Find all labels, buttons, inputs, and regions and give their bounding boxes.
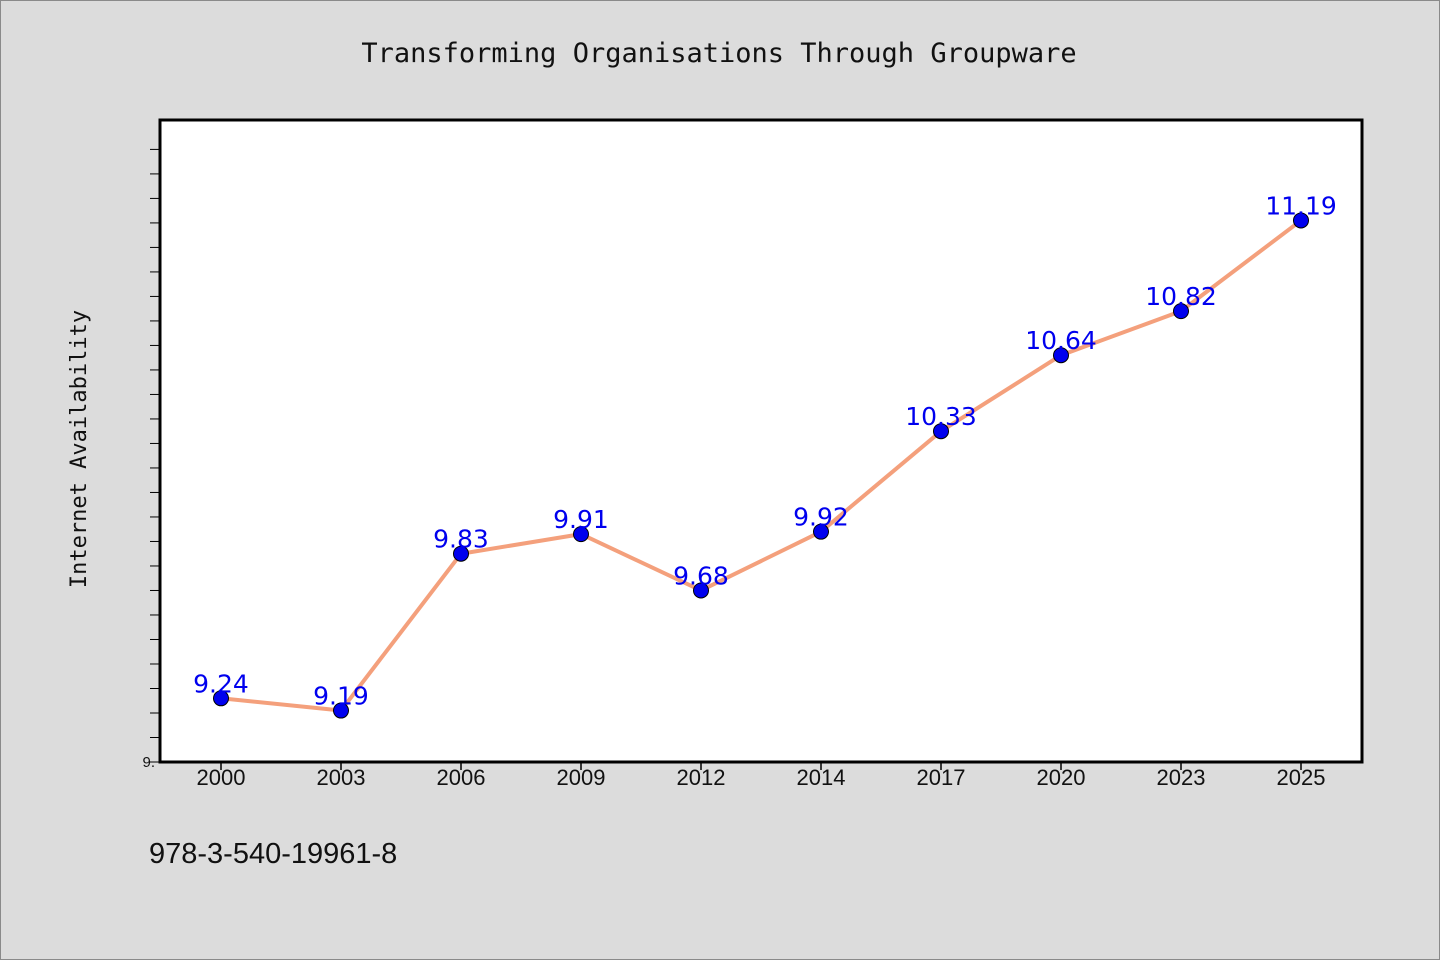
x-tick-label: 2017 — [917, 765, 966, 790]
data-point — [573, 526, 589, 543]
x-tick-label: 2023 — [1157, 765, 1206, 790]
x-tick-label: 2020 — [1037, 765, 1086, 790]
y-axis-ticks — [150, 148, 160, 763]
data-point — [453, 545, 469, 562]
x-tick-label: 2003 — [317, 765, 366, 790]
y-axis-tick-labels: 9. — [142, 754, 155, 771]
x-axis-ticks — [220, 762, 1302, 770]
data-label: 11.19 — [1265, 191, 1337, 220]
x-tick-label: 2000 — [197, 765, 246, 790]
data-label: 10.82 — [1145, 282, 1217, 311]
data-label: 9.83 — [433, 525, 489, 554]
data-label: 10.33 — [905, 402, 977, 431]
data-point — [933, 423, 949, 440]
data-point — [813, 523, 829, 540]
x-tick-label: 2025 — [1277, 765, 1326, 790]
x-tick-label: 2006 — [437, 765, 486, 790]
data-label: 9.92 — [793, 503, 849, 532]
x-tick-label: 2009 — [557, 765, 606, 790]
x-tick-label: 2014 — [797, 765, 846, 790]
series-line — [219, 218, 1303, 713]
y-tick-label: 9. — [142, 754, 155, 771]
data-label: 9.91 — [553, 505, 609, 534]
data-point — [333, 702, 349, 719]
data-label: 10.64 — [1025, 326, 1097, 355]
x-axis-tick-labels: 2000 2003 2006 2009 2012 2014 2017 2020 2023 2025 — [197, 765, 1326, 790]
data-labels: 9.24 9.19 9.83 9.91 9.68 9.92 10.33 10.64 10.82 1… — [193, 191, 1337, 710]
data-point — [1173, 303, 1189, 320]
x-tick-label: 2012 — [677, 765, 726, 790]
data-point — [693, 582, 709, 599]
series-group — [213, 212, 1309, 719]
data-point — [1293, 212, 1309, 229]
data-label: 9.19 — [313, 682, 369, 711]
data-point — [1053, 347, 1069, 364]
data-label: 9.24 — [193, 669, 249, 698]
plot-area — [158, 118, 1364, 764]
y-axis-label: Internet Availability — [67, 310, 92, 588]
data-point — [213, 690, 229, 707]
isbn-text: 978-3-540-19961-8 — [149, 838, 397, 870]
chart-title: Transforming Organisations Through Group… — [361, 38, 1076, 69]
data-label: 9.68 — [673, 561, 729, 590]
